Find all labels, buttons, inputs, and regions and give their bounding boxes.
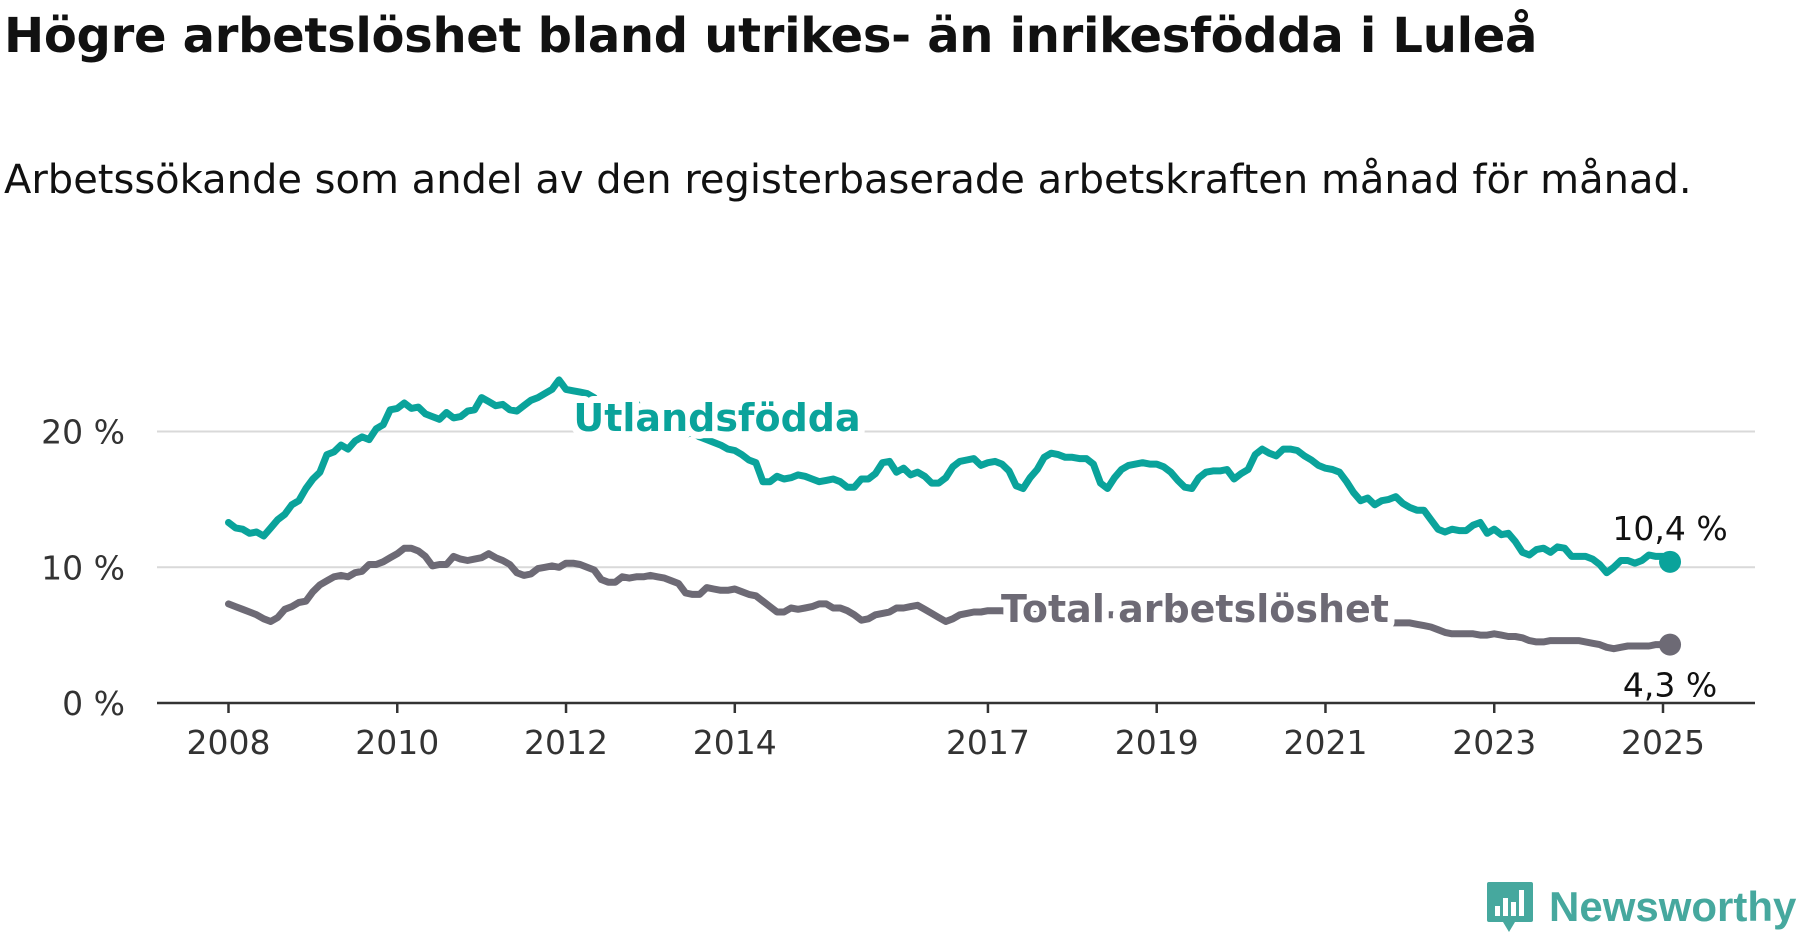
x-tick-label: 2014 xyxy=(693,723,777,762)
x-tick-label: 2012 xyxy=(524,723,608,762)
y-tick-label: 20 % xyxy=(41,413,125,452)
x-tick-label: 2008 xyxy=(187,723,271,762)
y-tick-label: 10 % xyxy=(41,548,125,587)
chart-subtitle: Arbetssökande som andel av den registerb… xyxy=(4,157,1692,203)
brand-name: Newsworthy xyxy=(1549,883,1797,930)
end-marker-total xyxy=(1659,633,1682,656)
end-marker-utlandsfodda xyxy=(1659,550,1682,573)
end-value-label-total: 4,3 % xyxy=(1623,666,1717,705)
x-tick-label: 2025 xyxy=(1621,723,1705,762)
end-value-label-utlandsfodda: 10,4 % xyxy=(1612,509,1727,548)
x-tick-label: 2023 xyxy=(1452,723,1536,762)
series-label-utlandsfodda: Utlandsfödda xyxy=(573,396,860,440)
series-line-utlandsfodda xyxy=(225,376,1674,577)
brand-logo: Newsworthy xyxy=(1485,880,1796,934)
x-tick-label: 2021 xyxy=(1283,723,1367,762)
y-tick-label: 0 % xyxy=(62,684,125,723)
series-line-total xyxy=(225,544,1674,653)
x-tick-label: 2010 xyxy=(355,723,439,762)
x-tick-label: 2019 xyxy=(1115,723,1199,762)
x-tick-label: 2017 xyxy=(946,723,1030,762)
series-label-total: Total arbetslöshet xyxy=(1001,587,1389,631)
chart-title: Högre arbetslöshet bland utrikes- än inr… xyxy=(4,8,1538,64)
newsworthy-logo-icon xyxy=(1487,882,1533,932)
